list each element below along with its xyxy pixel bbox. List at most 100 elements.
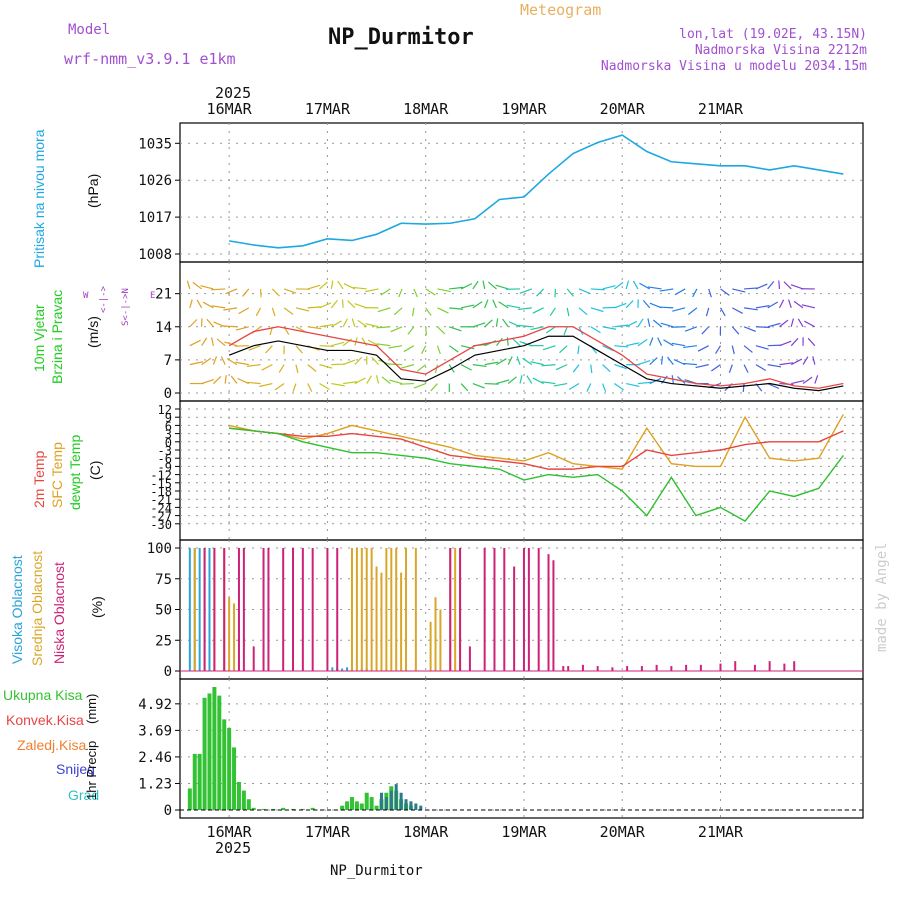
wind-dir-w: W (83, 291, 89, 301)
wind-arrow (375, 375, 380, 384)
temp-ylabel-3: dewpt Temp (67, 435, 83, 510)
wind-arrow (319, 345, 334, 347)
wind-arrow (436, 345, 441, 355)
wind-arrow (767, 322, 781, 328)
wind-arrow (223, 325, 238, 328)
precip-mixed-bar (384, 797, 388, 810)
wind-arrow (224, 375, 227, 384)
cloud-ylabel-3: Niska Oblacnost (51, 562, 67, 664)
wind-arrow (331, 382, 345, 387)
wind-arrow (705, 307, 710, 317)
wind-arrow (278, 364, 285, 373)
day-label-bottom: 19MAR (501, 823, 547, 841)
wind-arrow (189, 339, 201, 347)
wind-arrow (804, 320, 816, 328)
wind-arrow (365, 288, 379, 293)
wind-arrow (767, 280, 775, 290)
wind-arrow (625, 280, 630, 290)
wind-arrow (732, 307, 743, 314)
wind-arrow (460, 283, 473, 290)
wind-arrow (495, 284, 509, 290)
precip-bar (300, 808, 305, 810)
wind-arrow (708, 288, 712, 298)
wind-arrow (701, 326, 710, 335)
precip-bar (364, 792, 369, 810)
day-label-top: 18MAR (403, 100, 449, 118)
wind-arrow (683, 345, 697, 349)
wind-arrow (626, 342, 640, 347)
wind-arrow (590, 307, 604, 313)
wind-arrow (460, 345, 475, 350)
wind-arrow (220, 356, 226, 365)
wind-arrow (211, 305, 226, 309)
wind-arrow (614, 324, 629, 328)
wind-arrow (388, 345, 403, 349)
y-tick-label: 21 (155, 287, 172, 303)
day-label-top: 16MAR (207, 100, 253, 118)
precip-legend-snow: Snijeg (56, 761, 95, 777)
wind-arrow (413, 382, 426, 389)
wind-arrow (541, 364, 556, 367)
wind-arrow (642, 300, 651, 309)
wind-arrow (235, 361, 249, 366)
wind-arrow (407, 326, 415, 335)
precip-bar (212, 687, 217, 810)
dewpoint-line (229, 427, 844, 522)
wind-arrow (484, 319, 493, 328)
wind-arrow (517, 324, 532, 328)
wind-arrow (403, 345, 415, 353)
wind-arrow (416, 364, 427, 372)
pressure-unit: (hPa) (85, 174, 101, 208)
wind-arrow (778, 280, 781, 289)
model-label: Model (68, 22, 110, 38)
wind-arrow (519, 375, 523, 384)
y-tick-label: 50 (155, 603, 172, 619)
wind-arrow (307, 364, 317, 372)
wind-arrow (449, 286, 464, 290)
wind-arrow (367, 339, 379, 347)
wind-arrow (366, 375, 373, 384)
wind-arrow (542, 345, 556, 351)
panel-frame (179, 400, 864, 541)
wind-arrow (224, 341, 238, 347)
precip-bar (232, 747, 237, 810)
y-tick-label: -21 (150, 493, 172, 507)
wind-arrow (259, 288, 262, 298)
model-altitude-label: Nadmorska Visina u modelu 2034.15m (601, 59, 867, 74)
wind-arrow (697, 345, 709, 352)
wind-arrow (487, 281, 497, 290)
wind-arrow (319, 364, 333, 369)
precip-bar (197, 753, 202, 810)
lonlat-label: lon,lat (19.02E, 43.15N) (679, 27, 867, 42)
precip-bar (217, 695, 222, 810)
wind-arrow (519, 341, 533, 347)
wind-arrow (814, 375, 819, 384)
y-tick-label: -30 (150, 518, 172, 532)
wind-arrow (413, 288, 418, 298)
wind-arrow (226, 358, 238, 366)
wind-arrow (331, 341, 345, 347)
wind-arrow (342, 318, 348, 328)
y-tick-label: 25 (155, 633, 172, 649)
wind-arrow (549, 307, 556, 316)
wind-arrow (802, 356, 809, 365)
precip-bar (207, 693, 212, 810)
wind-arrow (767, 382, 780, 390)
station-title: NP_Durmitor (328, 25, 474, 50)
wind-arrow (352, 286, 367, 290)
wind-arrow (472, 280, 479, 290)
precip-bar (340, 805, 345, 810)
wind-arrow (577, 345, 580, 355)
wind-arrow (790, 337, 799, 347)
wind-arrow (568, 383, 580, 391)
wind-arrow (541, 381, 556, 385)
wind-arrow (351, 318, 356, 327)
wind-arrow (659, 306, 674, 309)
wind-gust-line (228, 326, 844, 389)
wind-arrow (255, 307, 262, 317)
wind-arrow (663, 339, 674, 347)
day-label-top: 19MAR (501, 100, 547, 118)
wind-arrow (472, 364, 487, 368)
wind-arrow (484, 361, 499, 366)
wind-arrow (354, 356, 363, 366)
